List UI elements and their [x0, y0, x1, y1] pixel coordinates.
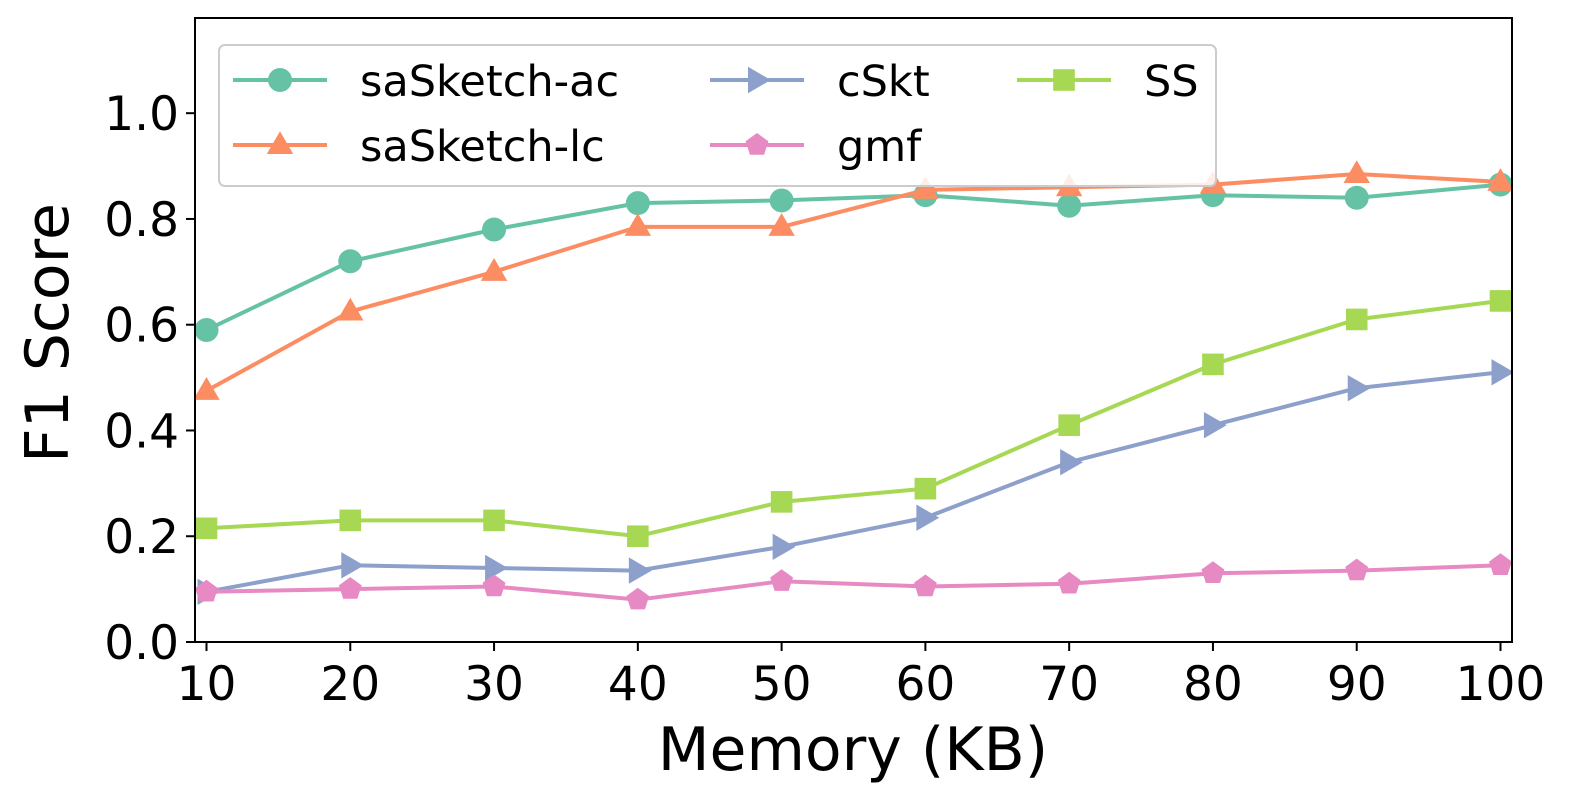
data-point-cSkt-40	[628, 557, 652, 584]
data-point-gmf-90	[1345, 558, 1369, 581]
data-point-SS-20	[339, 509, 362, 532]
series-line-SS	[206, 298, 1501, 539]
data-point-gmf-70	[1057, 571, 1081, 594]
x-tick-label-20: 20	[320, 657, 380, 712]
data-point-gmf-40	[626, 587, 650, 610]
series-line-saSketch-lc	[205, 172, 1501, 393]
data-point-gmf-10	[195, 579, 218, 602]
data-point-saSketch-lc-40	[624, 213, 652, 236]
data-point-SS-30	[483, 509, 505, 532]
data-point-saSketch-ac-20	[338, 249, 363, 274]
plot-area	[195, 160, 1512, 610]
x-tick-label-90: 90	[1327, 657, 1387, 712]
legend-label-cSkt: cSkt	[837, 57, 930, 107]
legend-marker-cSkt	[748, 66, 771, 94]
data-point-saSketch-ac-50	[769, 188, 794, 213]
data-point-gmf-50	[770, 569, 793, 591]
legend-box	[218, 44, 1217, 187]
data-point-SS-50	[770, 491, 793, 513]
data-point-saSketch-lc-90	[1343, 160, 1370, 183]
legend-label-saSketch-ac: saSketch-ac	[360, 57, 619, 107]
data-point-gmf-60	[914, 574, 937, 597]
data-point-cSkt-50	[772, 533, 796, 561]
data-point-gmf-80	[1201, 561, 1225, 583]
legend-item-SS: SS	[1017, 57, 1199, 107]
data-point-cSkt-80	[1203, 411, 1227, 439]
series-line-saSketch-ac	[205, 182, 1501, 332]
data-point-SS-80	[1202, 353, 1224, 376]
y-tick-label-0.2: 0.2	[104, 510, 179, 565]
x-tick-label-60: 60	[895, 657, 955, 712]
y-tick-label-0: 0.0	[104, 616, 179, 671]
data-point-cSkt-70	[1060, 449, 1083, 476]
x-axis-label: Memory (KB)	[658, 715, 1048, 785]
legend-item-saSketch-ac: saSketch-ac	[233, 57, 619, 107]
data-point-saSketch-lc-50	[768, 213, 795, 236]
legend-marker-saSketch-ac	[268, 68, 292, 92]
axes: 10 20 30 40 50 60 70 80 90 100 0.0 0.2 0.4 0.6 0.8 1.0	[104, 17, 1546, 712]
data-point-saSketch-lc-60	[912, 176, 939, 199]
x-tick-label-80: 80	[1183, 657, 1243, 712]
legend: saSketch-ac saSketch-lc cSkt gmf SS	[218, 44, 1217, 187]
legend-marker-saSketch-lc	[266, 131, 294, 154]
data-point-saSketch-ac-70	[1057, 193, 1082, 218]
data-point-SS-40	[627, 525, 649, 548]
data-point-cSkt-20	[341, 552, 365, 579]
x-tick-label-40: 40	[608, 657, 668, 712]
data-point-saSketch-ac-90	[1344, 185, 1369, 210]
y-tick-label-0.6: 0.6	[104, 299, 179, 354]
legend-label-saSketch-lc: saSketch-lc	[360, 122, 605, 172]
axes-frame	[194, 17, 1513, 643]
data-point-gmf-30	[482, 574, 506, 597]
data-point-cSkt-30	[485, 554, 508, 582]
series-gmf	[195, 553, 1512, 610]
data-point-saSketch-lc-100	[1487, 168, 1512, 191]
data-point-saSketch-ac-10	[195, 318, 219, 342]
legend-item-gmf: gmf	[710, 122, 922, 172]
y-tick-label-0.8: 0.8	[104, 193, 179, 248]
y-tick-label-0.4: 0.4	[104, 404, 179, 459]
data-point-saSketch-ac-40	[625, 191, 650, 216]
data-point-SS-100	[1489, 290, 1512, 312]
series-line-cSkt	[206, 370, 1501, 594]
data-point-SS-60	[914, 477, 937, 500]
data-point-cSkt-60	[916, 504, 940, 531]
y-axis-label: F1 Score	[13, 203, 83, 463]
legend-item-cSkt: cSkt	[710, 57, 930, 107]
data-point-saSketch-lc-30	[480, 258, 508, 281]
data-point-gmf-100	[1489, 553, 1512, 575]
x-tick-label-100: 100	[1456, 657, 1546, 712]
data-point-SS-70	[1058, 414, 1080, 436]
data-point-SS-10	[195, 517, 218, 540]
legend-label-SS: SS	[1144, 57, 1199, 107]
data-point-cSkt-100	[1491, 359, 1512, 386]
data-point-cSkt-90	[1347, 374, 1371, 402]
data-point-saSketch-ac-30	[482, 217, 507, 242]
data-point-SS-90	[1345, 308, 1368, 331]
x-tick-label-30: 30	[464, 657, 524, 712]
legend-marker-gmf	[745, 133, 769, 155]
legend-item-saSketch-lc: saSketch-lc	[233, 122, 605, 172]
data-point-saSketch-lc-10	[195, 377, 220, 400]
series-SS	[195, 290, 1512, 548]
x-tick-label-70: 70	[1039, 657, 1099, 712]
data-point-gmf-20	[338, 577, 362, 599]
series-line-gmf	[206, 563, 1501, 602]
x-tick-label-10: 10	[177, 657, 237, 712]
series-group	[195, 160, 1512, 610]
y-tick-label-1: 1.0	[104, 87, 179, 142]
data-point-saSketch-lc-20	[337, 297, 364, 321]
legend-marker-SS	[1053, 69, 1075, 91]
legend-label-gmf: gmf	[837, 122, 922, 172]
x-tick-label-50: 50	[752, 657, 812, 712]
